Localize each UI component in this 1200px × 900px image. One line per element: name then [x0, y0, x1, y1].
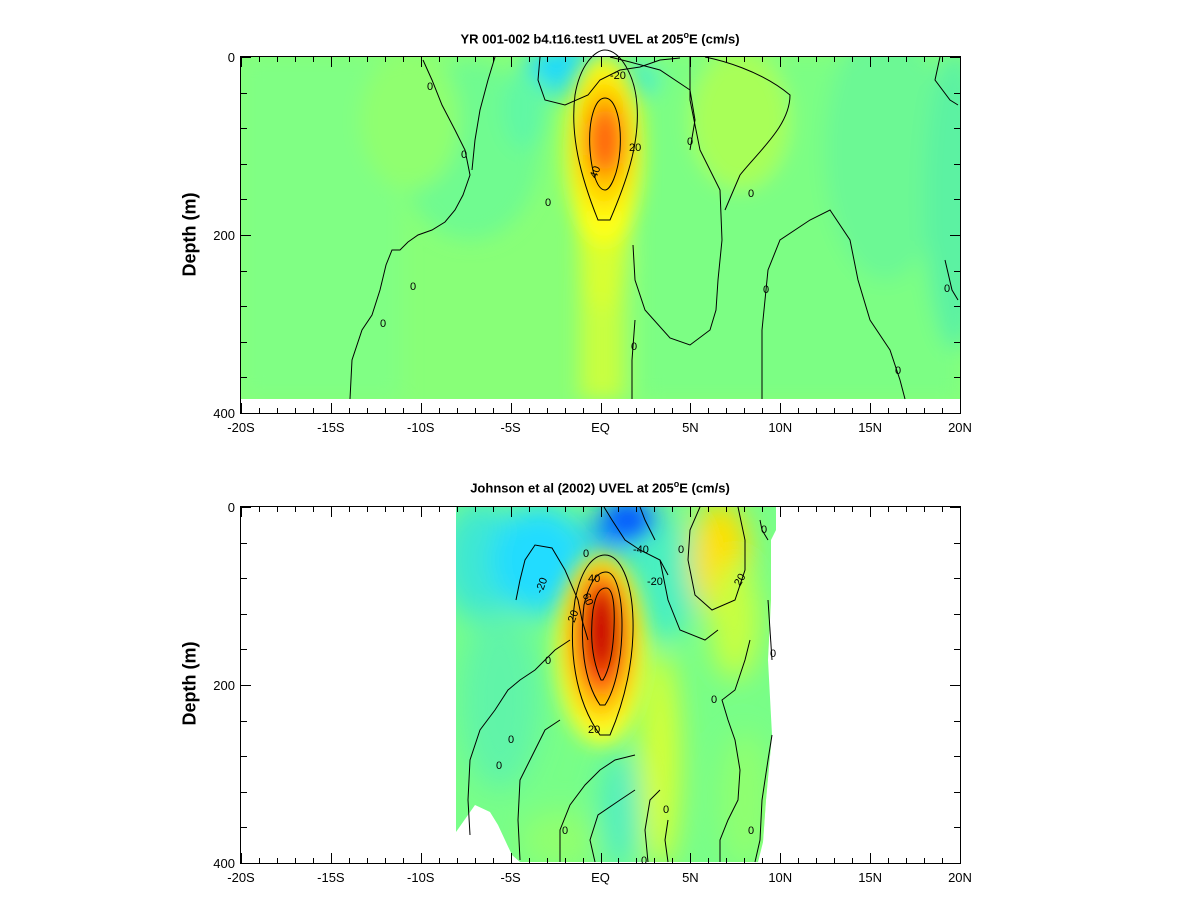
y-tick-label: 200	[213, 678, 235, 693]
svg-text:0: 0	[678, 544, 684, 556]
x-tick-label: 5N	[682, 870, 699, 885]
panel2-contour-labels: -40 -20 -20 40 60 20 20 20 0 0 0 0 0 0 0…	[496, 524, 776, 867]
svg-text:0: 0	[545, 197, 551, 209]
svg-text:20: 20	[566, 609, 581, 625]
y-tick-label: 200	[213, 228, 235, 243]
x-tick-label: 20N	[948, 420, 972, 435]
svg-text:0: 0	[496, 760, 502, 772]
axis-ticks	[241, 57, 961, 864]
svg-text:-20: -20	[610, 70, 626, 82]
panel1-title: YR 001-002 b4.t16.test1 UVEL at 205oE (c…	[460, 30, 740, 47]
svg-text:0: 0	[761, 524, 767, 536]
svg-text:0: 0	[748, 825, 754, 837]
svg-text:0: 0	[641, 855, 647, 867]
x-tick-label: 20N	[948, 870, 972, 885]
x-tick-label: -15S	[317, 420, 345, 435]
svg-text:0: 0	[562, 825, 568, 837]
x-tick-label: 10N	[768, 870, 792, 885]
svg-text:0: 0	[895, 365, 901, 377]
x-tick-label: 15N	[858, 420, 882, 435]
svg-text:-20: -20	[534, 576, 551, 595]
svg-text:0: 0	[687, 136, 693, 148]
x-tick-label: -10S	[407, 870, 435, 885]
panel1-contour-labels: -20 20 40 0 0 0 0 0 0 0 0 0 0 0	[380, 70, 950, 377]
svg-text:0: 0	[663, 804, 669, 816]
x-tick-label: 10N	[768, 420, 792, 435]
svg-text:0: 0	[427, 81, 433, 93]
svg-text:0: 0	[770, 648, 776, 660]
svg-text:0: 0	[763, 284, 769, 296]
svg-text:0: 0	[508, 734, 514, 746]
svg-text:0: 0	[545, 655, 551, 667]
x-tick-label: -20S	[227, 420, 255, 435]
panel2-field	[456, 507, 776, 862]
x-tick-label: EQ	[591, 870, 610, 885]
panel2-contours	[467, 506, 773, 863]
y-tick-label: 400	[213, 406, 235, 421]
svg-text:0: 0	[461, 149, 467, 161]
svg-text:0: 0	[748, 188, 754, 200]
x-tick-label: -5S	[501, 870, 522, 885]
x-tick-label: -20S	[227, 870, 255, 885]
y-tick-label: 0	[228, 50, 235, 65]
svg-text:0: 0	[380, 318, 386, 330]
svg-text:60: 60	[580, 592, 595, 608]
svg-text:0: 0	[944, 283, 950, 295]
svg-text:20: 20	[732, 572, 749, 589]
y-tick-label: 400	[213, 856, 235, 871]
svg-text:40: 40	[588, 165, 603, 181]
svg-text:40: 40	[588, 573, 600, 585]
x-tick-label: -15S	[317, 870, 345, 885]
svg-text:0: 0	[631, 341, 637, 353]
svg-text:20: 20	[629, 142, 641, 154]
svg-text:0: 0	[410, 281, 416, 293]
y-tick-label: 0	[228, 500, 235, 515]
svg-text:0: 0	[711, 694, 717, 706]
svg-text:-40: -40	[633, 544, 649, 556]
x-tick-label: -10S	[407, 420, 435, 435]
panel2-title: Johnson et al (2002) UVEL at 205oE (cm/s…	[470, 479, 730, 496]
svg-text:0: 0	[583, 548, 589, 560]
panel2-frame	[240, 506, 961, 864]
svg-text:20: 20	[588, 724, 600, 736]
x-tick-label: -5S	[501, 420, 522, 435]
panel1-frame	[240, 56, 961, 414]
panel1-contours	[349, 49, 959, 400]
x-tick-label: 5N	[682, 420, 699, 435]
x-tick-label: 15N	[858, 870, 882, 885]
x-tick-label: EQ	[591, 420, 610, 435]
svg-text:-20: -20	[647, 576, 663, 588]
